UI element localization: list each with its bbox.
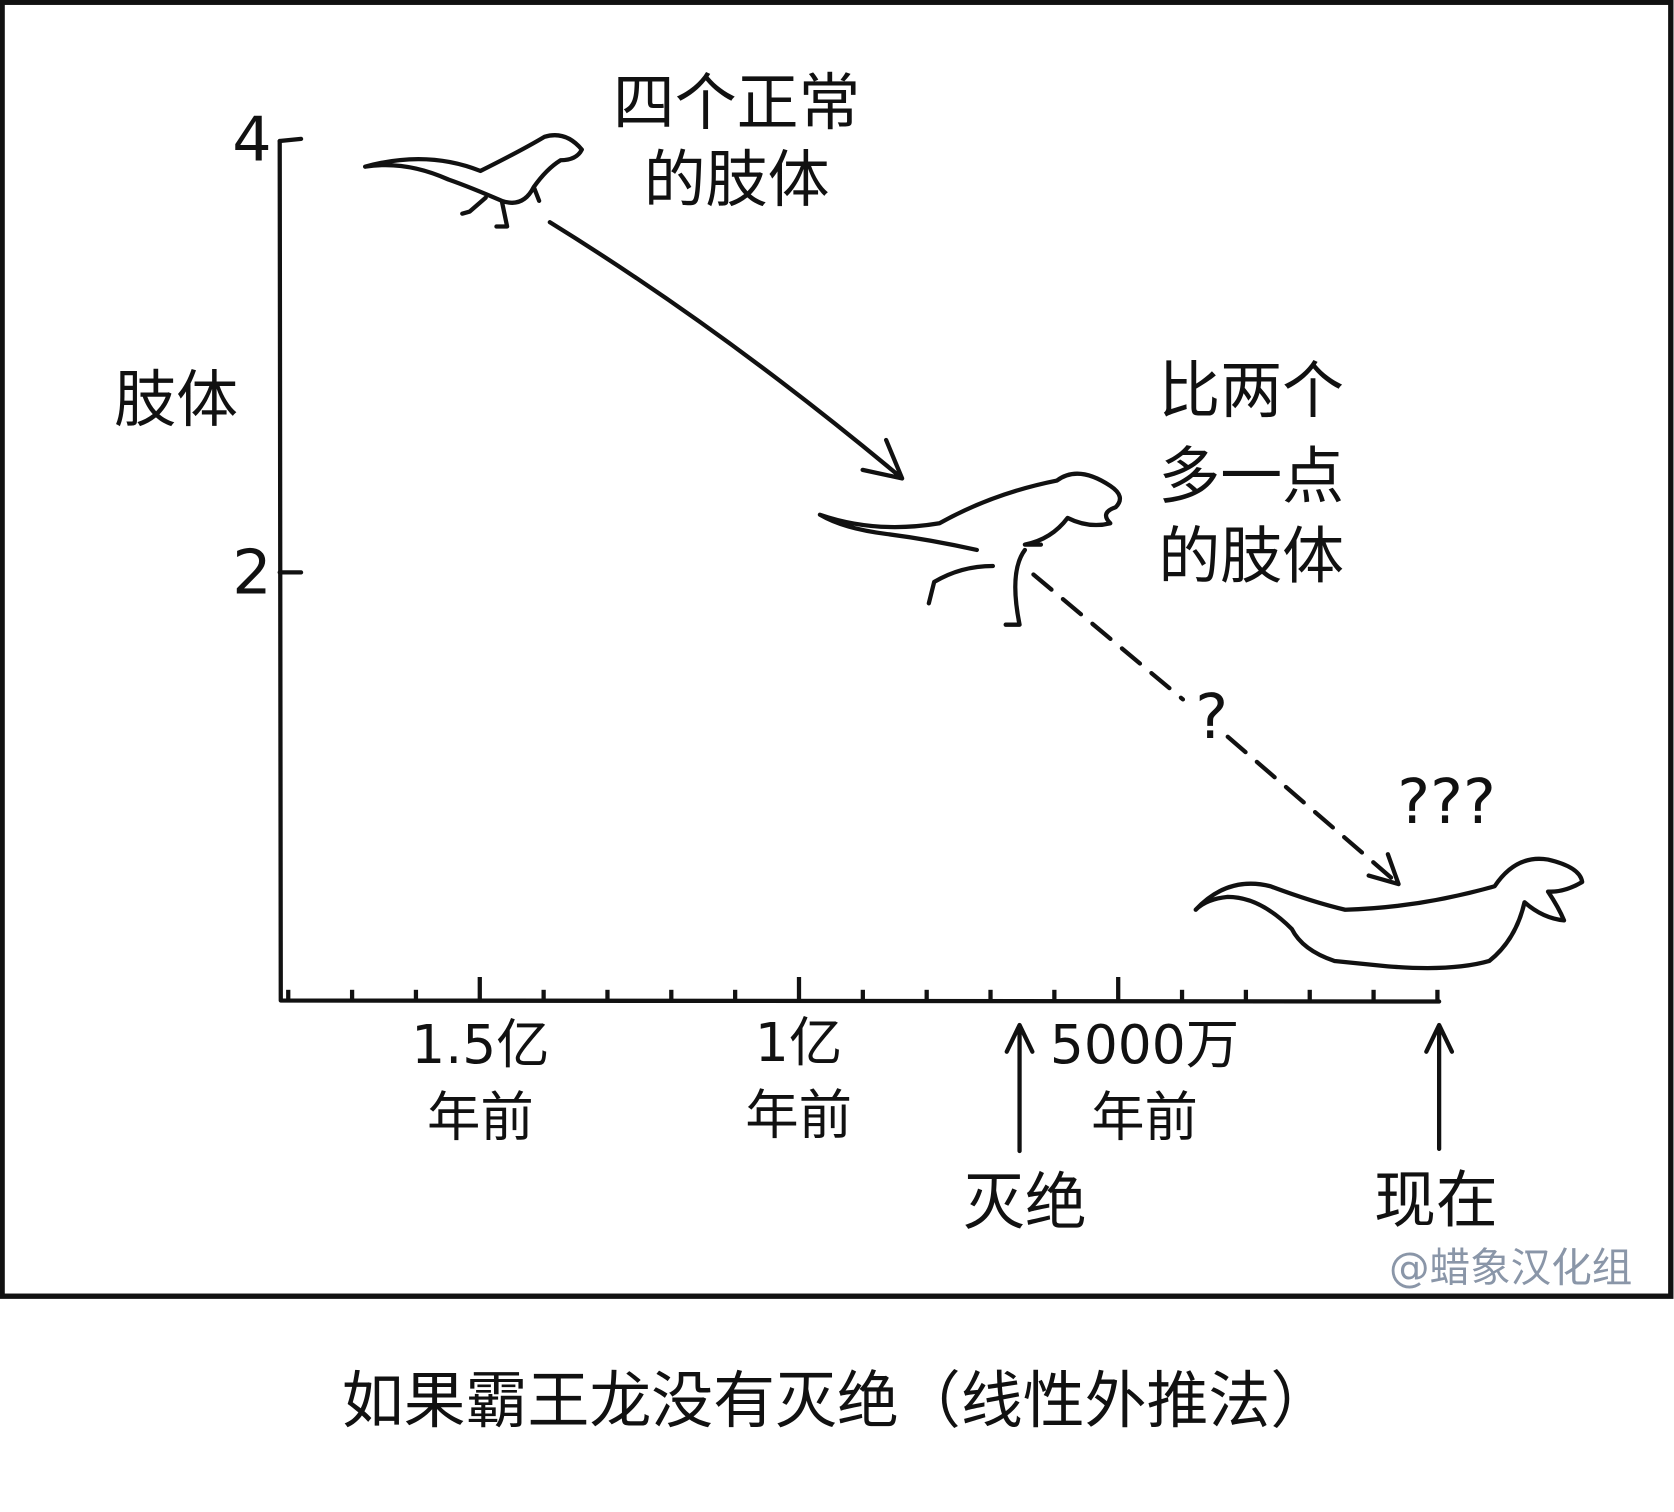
x-tick-label: 年前 [427,1086,534,1149]
x-tick-label: 1亿 [755,1011,842,1074]
annotation: 比两个 [1158,355,1344,427]
axes [277,138,1442,1004]
extrapolation-arrowhead [1366,852,1401,887]
dinosaur-four-limbs [362,133,584,229]
now-arrow [1424,1022,1455,1152]
watermark: @蜡象汉化组 [1389,1244,1632,1292]
x-tick-label: 年前 [1091,1086,1198,1149]
x-ticks [286,976,1440,1001]
extinction-arrow [1004,1022,1035,1154]
dinosaur-no-limbs [1193,856,1585,971]
annotation: ??? [1397,766,1496,838]
y-tick-label: 2 [232,537,271,609]
annotation: ? [1195,681,1228,753]
caption: 如果霸王龙没有灭绝（线性外推法） [342,1365,1333,1437]
extinction-label: 灭绝 [963,1167,1087,1239]
annotation: 的肢体 [1158,521,1344,593]
x-tick-label: 5000万 [1050,1013,1239,1076]
dinosaur-two-limbs [817,471,1123,627]
annotation: 的肢体 [644,144,830,216]
y-axis-label: 肢体 [114,364,238,436]
y-ticks [277,136,304,575]
trend-arrow [547,220,905,481]
now-label: 现在 [1374,1164,1498,1236]
annotation: 四个正常 [613,67,861,139]
x-tick-label: 1.5亿 [411,1013,549,1076]
annotation: 多一点 [1158,441,1344,513]
x-tick-label: 年前 [745,1084,852,1147]
extrapolation-arrow [1031,572,1401,887]
y-tick-label: 4 [232,103,271,175]
